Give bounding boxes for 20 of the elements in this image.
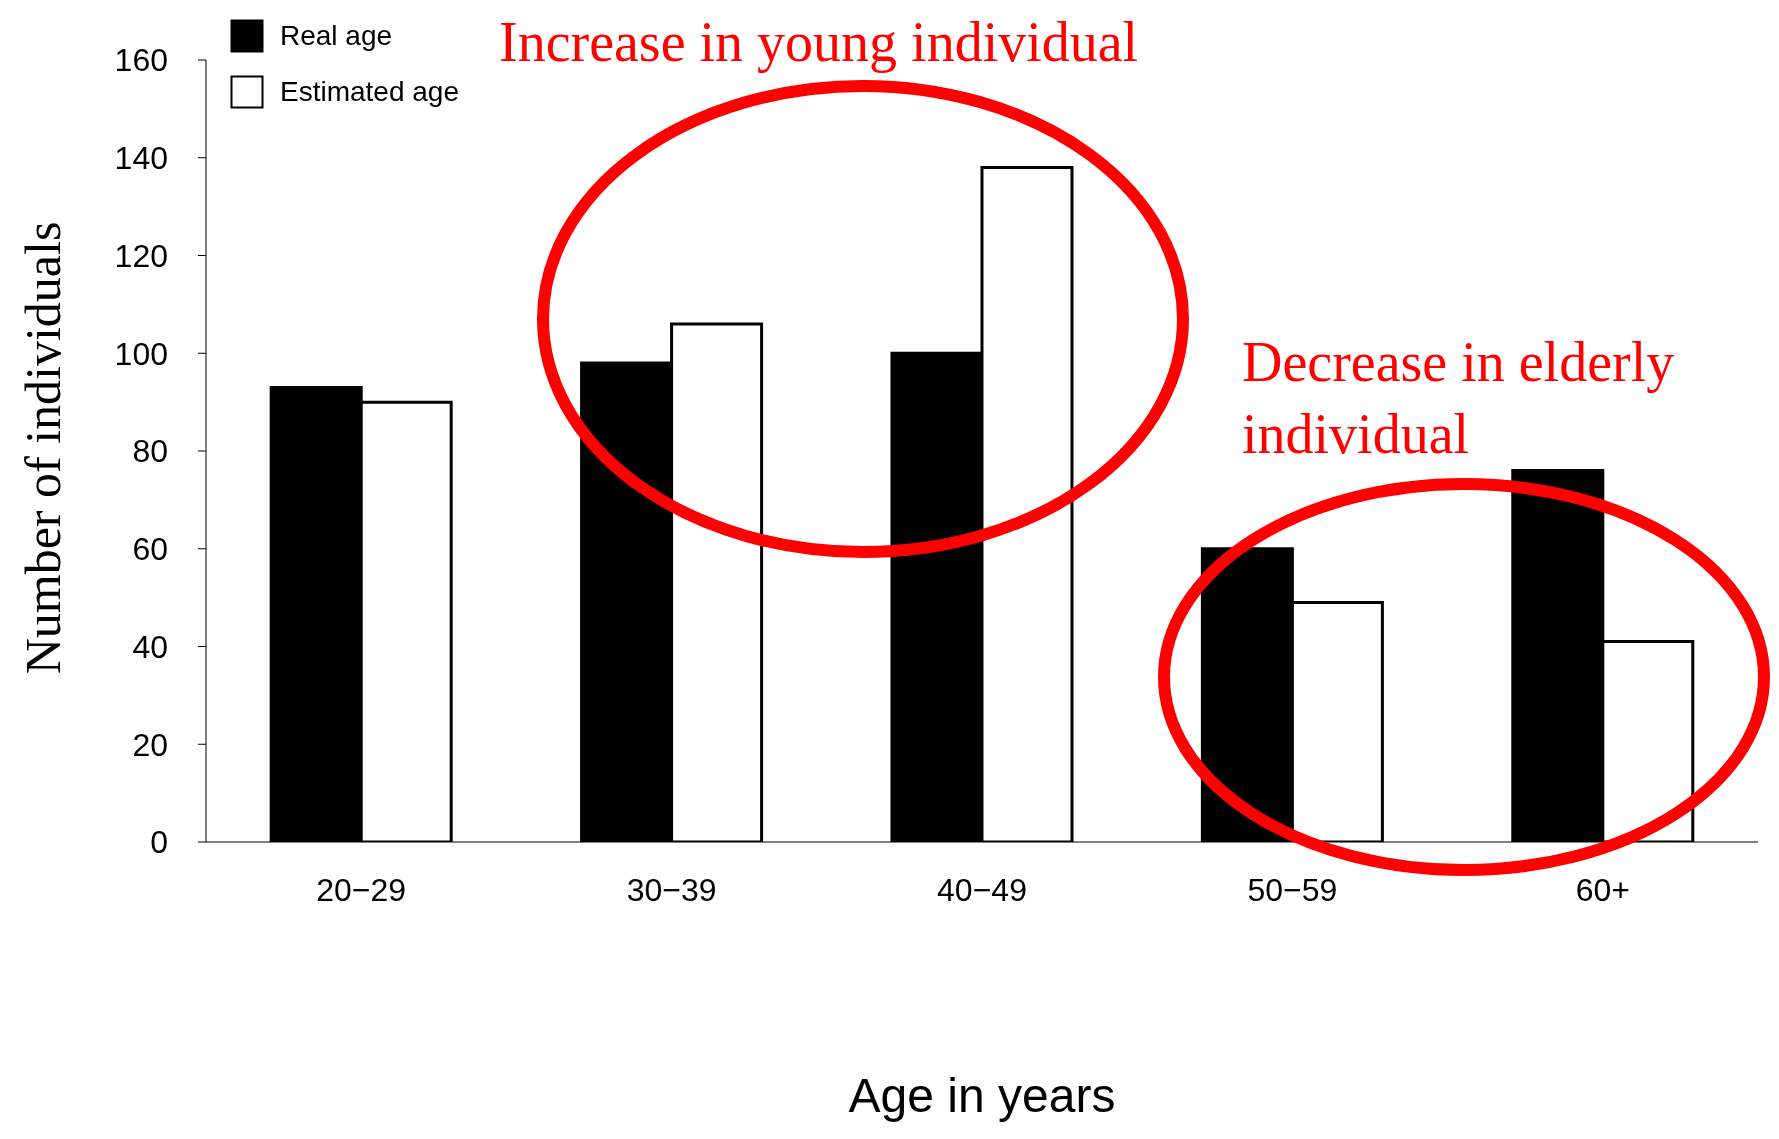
y-tick-label: 60 (132, 531, 168, 568)
legend-label: Real age (280, 20, 393, 52)
y-tick-label: 160 (114, 42, 168, 79)
x-tick-label: 60+ (1575, 871, 1630, 908)
y-tick-label: 40 (132, 628, 168, 665)
y-tick-label: 0 (150, 824, 168, 861)
x-tick-label: 40−49 (937, 871, 1027, 908)
x-tick-label: 20−29 (316, 871, 407, 908)
x-tick-label: 50−59 (1247, 871, 1338, 908)
y-axis-title: Number of individuals (14, 221, 72, 675)
y-tick-label: 20 (132, 726, 168, 763)
x-axis-title: Age in years (847, 1068, 1117, 1123)
annotation: Decrease in elderly individual (1242, 330, 1676, 467)
y-tick-label: 100 (114, 335, 168, 372)
y-tick-label: 120 (114, 237, 168, 274)
y-tick-label: 140 (114, 140, 168, 177)
y-tick-label: 80 (132, 433, 168, 470)
legend-label: Estimated age (280, 76, 459, 108)
x-tick-label: 30−39 (626, 871, 717, 908)
annotation: Increase in young individual (499, 10, 1139, 74)
